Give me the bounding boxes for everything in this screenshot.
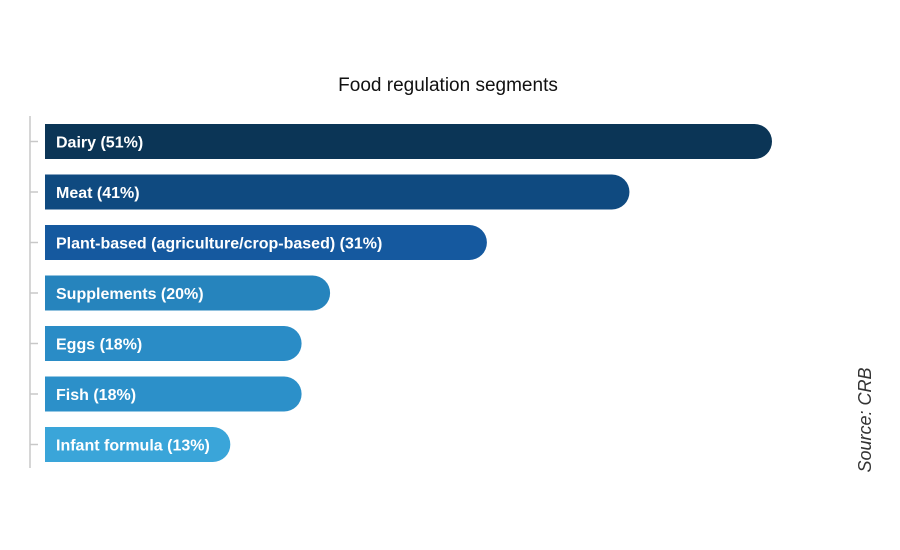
bar-label: Fish (18%) <box>56 387 136 404</box>
bar-item: Eggs (18%) <box>45 326 302 361</box>
bar <box>45 174 630 210</box>
bar <box>45 376 302 412</box>
bar-label: Plant-based (agriculture/crop-based) (31… <box>56 236 382 253</box>
bar <box>45 225 487 260</box>
bar-label: Eggs (18%) <box>56 337 142 354</box>
bars-group: Dairy (51%) Meat (41%) Plant-based (agricu… <box>45 124 772 462</box>
bar-item: Plant-based (agriculture/crop-based) (31… <box>45 225 487 260</box>
bar-item: Dairy (51%) <box>45 124 772 159</box>
source-note: Source: CRB <box>855 367 875 472</box>
bar <box>45 275 331 311</box>
bar-item: Infant formula (13%) <box>45 427 231 462</box>
bar <box>45 427 231 462</box>
bar-item: Supplements (20%) <box>45 275 331 311</box>
bar <box>45 326 302 361</box>
chart-title: Food regulation segments <box>338 75 558 96</box>
bar-label: Supplements (20%) <box>56 286 204 303</box>
bar-label: Dairy (51%) <box>56 135 143 152</box>
bar-label: Infant formula (13%) <box>56 438 210 455</box>
bar-item: Meat (41%) <box>45 174 630 210</box>
y-axis-ticks <box>30 140 38 446</box>
bar-item: Fish (18%) <box>45 376 302 412</box>
bar <box>45 124 772 159</box>
bar-label: Meat (41%) <box>56 185 140 202</box>
